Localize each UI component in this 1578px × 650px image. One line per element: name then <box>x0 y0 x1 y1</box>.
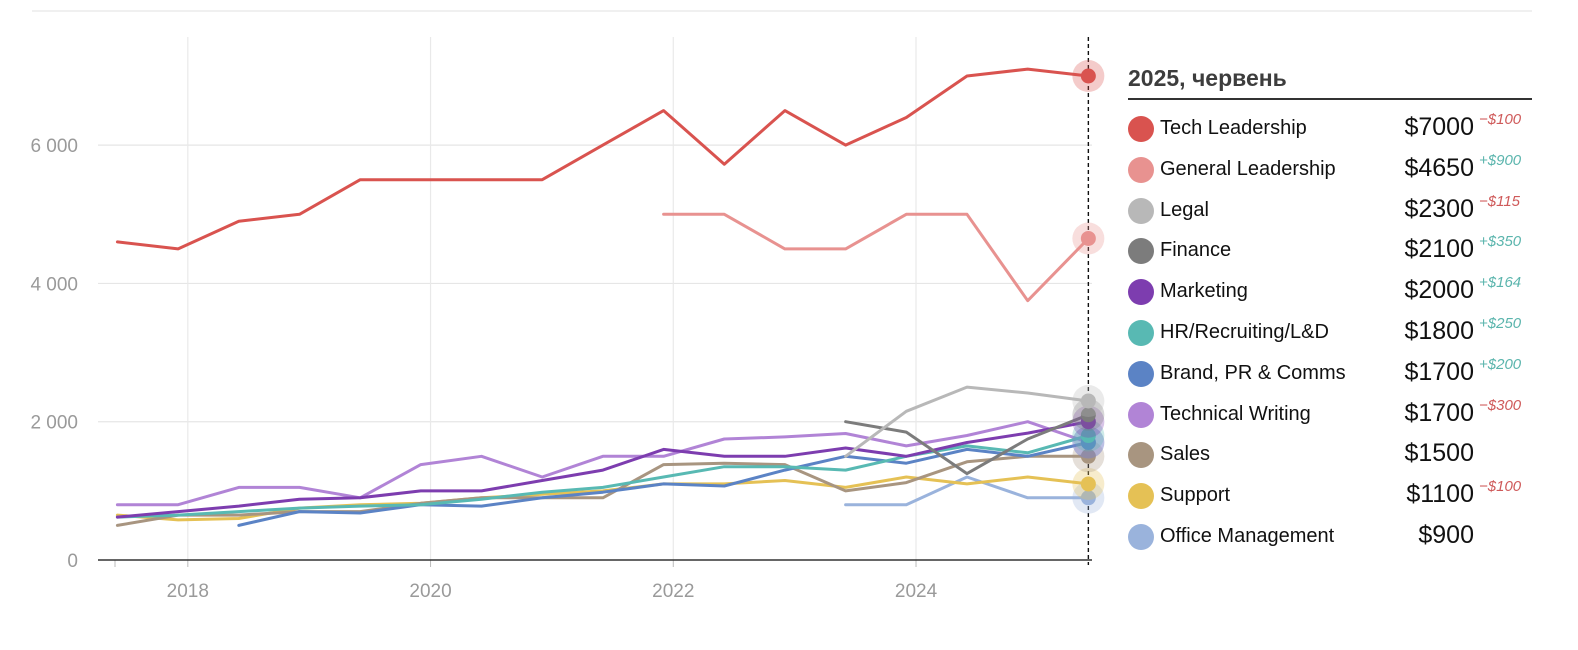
legend-change: −$300 <box>1479 396 1522 414</box>
x-tick-label: 2020 <box>409 581 451 602</box>
marker-dot <box>1080 393 1096 409</box>
legend-value: $1700 <box>1404 357 1474 386</box>
legend-row[interactable]: HR/Recruiting/L&D $1800 +$250 <box>1128 314 1532 355</box>
legend-swatch <box>1128 401 1154 428</box>
series-line-finance[interactable] <box>844 413 1090 476</box>
legend-value: $7000 <box>1404 113 1474 141</box>
x-axis-ticks: 2018 2020 2022 2024 <box>114 560 938 602</box>
legend-change: −$115 <box>1479 192 1521 210</box>
y-tick-label: 2 000 <box>30 413 78 434</box>
line-chart[interactable]: 0 2 000 4 000 6 000 2018 2020 2022 2024 <box>0 0 1120 650</box>
legend-swatch <box>1128 523 1154 550</box>
series-line-technical-writing[interactable] <box>115 420 1090 507</box>
legend-series-name: Support <box>1160 484 1231 507</box>
legend-swatch <box>1128 483 1154 510</box>
x-tick-label: 2018 <box>167 581 209 602</box>
marker-dot <box>1080 428 1096 444</box>
legend-series-name: Legal <box>1160 198 1209 221</box>
legend-row[interactable]: Marketing $2000 +$164 <box>1128 273 1532 314</box>
legend-row[interactable]: Sales $1500 <box>1128 436 1532 477</box>
legend-series-name: Sales <box>1160 443 1211 466</box>
legend-value: $1100 <box>1406 480 1474 509</box>
x-tick-label: 2022 <box>652 581 694 602</box>
legend-row[interactable]: Brand, PR & Comms $1700 +$200 <box>1128 355 1532 396</box>
series-line-office-management[interactable] <box>844 475 1090 507</box>
gridlines <box>98 37 1092 560</box>
legend-swatch <box>1128 319 1154 346</box>
legend-change: +$900 <box>1479 151 1522 169</box>
legend-value: $2000 <box>1404 276 1474 305</box>
cursor-markers <box>1072 60 1105 514</box>
legend-series-name: Finance <box>1160 239 1232 262</box>
legend-series-name: Marketing <box>1160 280 1248 303</box>
marker-dot <box>1080 407 1096 423</box>
legend-swatch <box>1128 116 1154 142</box>
legend-row[interactable]: Legal $2300 −$115 <box>1128 192 1532 233</box>
legend-row[interactable]: Support $1100 −$100 <box>1128 477 1532 518</box>
top-divider <box>32 10 1532 12</box>
legend-row[interactable]: Technical Writing $1700 −$300 <box>1128 396 1532 437</box>
series-line-tech-leadership[interactable] <box>115 67 1090 251</box>
series-line-brand-pr-comms[interactable] <box>237 441 1090 527</box>
legend-change: −$100 <box>1479 111 1522 128</box>
legend-row[interactable]: Tech Leadership $7000 −$100 <box>1128 110 1532 151</box>
legend-value: $1700 <box>1404 398 1474 427</box>
legend-value: $2100 <box>1404 235 1474 264</box>
legend-value: $900 <box>1418 520 1474 549</box>
marker-dot <box>1080 490 1096 506</box>
legend-series-name: HR/Recruiting/L&D <box>1160 320 1329 343</box>
series-lines <box>115 67 1090 527</box>
legend-change: −$100 <box>1479 478 1522 496</box>
x-tick-label: 2024 <box>895 581 938 602</box>
legend-change: +$164 <box>1479 274 1522 292</box>
legend-series-name: Brand, PR & Comms <box>1160 361 1346 384</box>
series-line-marketing[interactable] <box>115 420 1090 519</box>
y-tick-label: 0 <box>67 551 78 572</box>
legend-value: $1500 <box>1404 439 1474 468</box>
y-tick-label: 6 000 <box>30 136 78 157</box>
series-line-general-leadership[interactable] <box>662 212 1090 303</box>
tooltip-legend: 2025, червень Tech Leadership $7000 −$100 G… <box>1128 60 1532 559</box>
legend-row[interactable]: Office Management $900 <box>1128 518 1532 559</box>
marker-dot <box>1080 230 1096 246</box>
legend-swatch <box>1128 442 1154 469</box>
legend-value: $4650 <box>1404 153 1474 182</box>
y-axis-ticks: 0 2 000 4 000 6 000 <box>30 136 78 572</box>
legend-change: +$250 <box>1479 314 1522 332</box>
legend-swatch <box>1128 197 1154 224</box>
series-line-sales[interactable] <box>115 454 1090 527</box>
legend-swatch <box>1128 156 1154 183</box>
legend-title: 2025, червень <box>1128 60 1532 100</box>
legend-swatch <box>1128 360 1154 387</box>
legend-change: +$350 <box>1479 233 1522 251</box>
legend-value: $1800 <box>1404 316 1474 345</box>
legend-series-name: Tech Leadership <box>1160 117 1307 139</box>
legend-row[interactable]: Finance $2100 +$350 <box>1128 232 1532 273</box>
y-tick-label: 4 000 <box>30 274 78 295</box>
legend-value: $2300 <box>1404 194 1474 223</box>
marker-dot <box>1080 68 1096 84</box>
series-line-legal[interactable] <box>844 385 1090 458</box>
marker-dot <box>1080 448 1096 464</box>
legend-change: +$200 <box>1479 355 1522 373</box>
legend-series-name: Office Management <box>1160 524 1335 547</box>
marker-dot <box>1080 476 1096 492</box>
legend-swatch <box>1128 238 1154 265</box>
legend-series-name: Technical Writing <box>1160 402 1311 425</box>
legend-series-name: General Leadership <box>1160 157 1336 180</box>
legend-list: Tech Leadership $7000 −$100 General Leaders… <box>1128 110 1532 559</box>
legend-row[interactable]: General Leadership $4650 +$900 <box>1128 151 1532 192</box>
legend-swatch <box>1128 279 1154 306</box>
